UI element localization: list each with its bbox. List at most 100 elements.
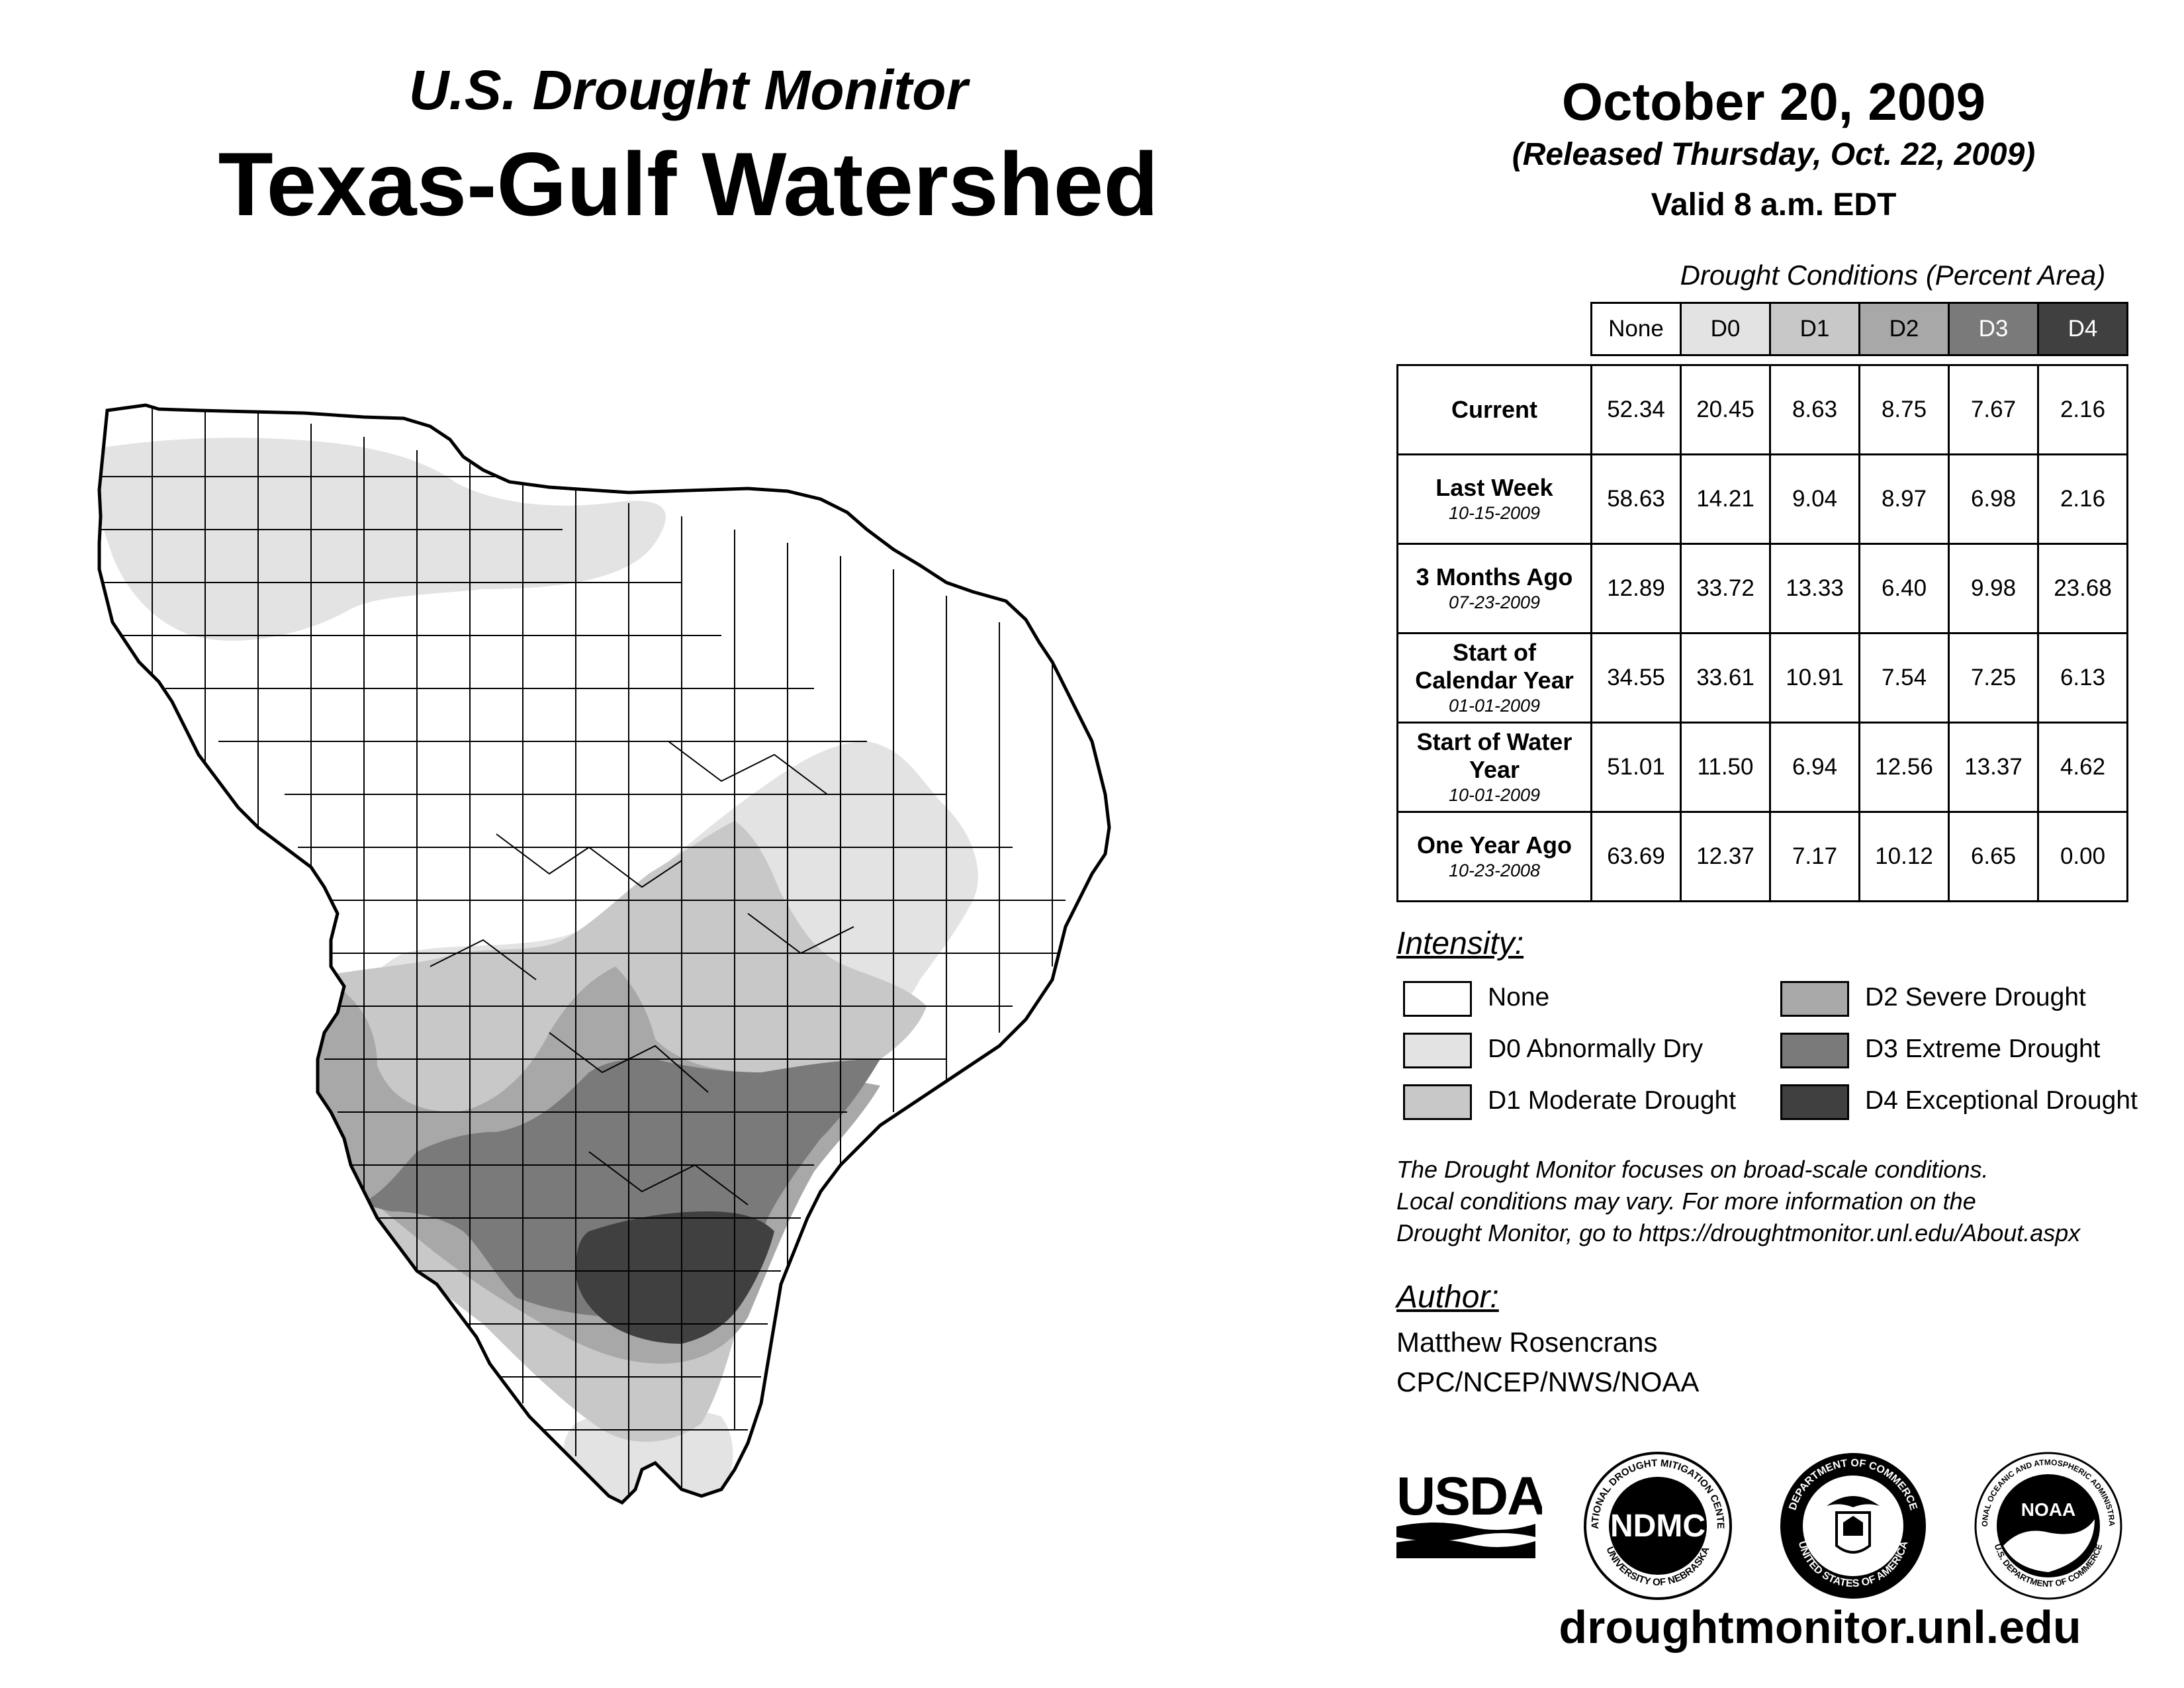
table-cell: 7.54 (1858, 632, 1950, 724)
table-row: 3 Months Ago 07-23-2009 12.89 33.72 13.33… (1396, 543, 2128, 634)
ship-icon (1843, 1516, 1863, 1536)
table-cell: 6.65 (1948, 811, 2039, 902)
table-header-row: None D0 D1 D2 D3 D4 (1398, 302, 2128, 356)
table-cell: 0.00 (2037, 811, 2128, 902)
map-title: Texas-Gulf Watershed (218, 134, 1159, 234)
row-date: 10-15-2009 (1448, 503, 1541, 523)
usda-stripe (1396, 1539, 1535, 1558)
row-date: 10-01-2009 (1448, 785, 1541, 805)
table-row: One Year Ago 10-23-2008 63.69 12.37 7.17 … (1396, 811, 2128, 902)
legend-label-d4: D4 Exceptional Drought (1865, 1086, 2138, 1115)
row-label-text: One Year Ago (1416, 831, 1572, 859)
table-cell: 13.33 (1769, 543, 1860, 634)
header-corner (1398, 303, 1592, 355)
table-caption: Drought Conditions (Percent Area) (1680, 259, 2106, 291)
legend-swatch-d1 (1403, 1084, 1472, 1120)
noaa-logo: NATIONAL OCEANIC AND ATMOSPHERIC ADMINIS… (1969, 1446, 2122, 1600)
table-cell: 8.63 (1769, 364, 1860, 455)
commerce-seal-logo: DEPARTMENT OF COMMERCE UNITED STATES OF … (1780, 1453, 1926, 1599)
table-cell: 13.37 (1948, 722, 2039, 813)
spacer-cell (1398, 355, 1592, 365)
table-cell: 9.04 (1769, 453, 1860, 545)
row-label: 3 Months Ago 07-23-2009 (1396, 543, 1592, 634)
author-title: Author: (1396, 1280, 1499, 1315)
table-cell: 6.98 (1948, 453, 2039, 545)
legend-swatch-none (1403, 981, 1472, 1017)
usda-logo: USDA (1396, 1466, 1542, 1558)
valid-time: Valid 8 a.m. EDT (1651, 187, 1897, 222)
d4-area (576, 1211, 774, 1344)
col-header-d2: D2 (1858, 302, 1950, 356)
table-row: Current 52.34 20.45 8.63 8.75 7.67 2.16 (1396, 364, 2128, 455)
col-header-d3: D3 (1948, 302, 2039, 356)
table-cell: 63.69 (1590, 811, 1682, 902)
table-cell: 58.63 (1590, 453, 1682, 545)
row-date: 01-01-2009 (1448, 696, 1541, 716)
table-cell: 10.91 (1769, 632, 1860, 724)
table-cell: 33.72 (1680, 543, 1771, 634)
table-cell: 10.12 (1858, 811, 1950, 902)
table-cell: 11.50 (1680, 722, 1771, 813)
author-name: Matthew Rosencrans (1396, 1327, 1658, 1358)
d0-area-northwest (99, 438, 666, 641)
table-cell: 6.40 (1858, 543, 1950, 634)
spacer-cell (1591, 354, 2128, 365)
table-cell: 2.16 (2037, 364, 2128, 455)
table-cell: 9.98 (1948, 543, 2039, 634)
legend-label-d3: D3 Extreme Drought (1865, 1035, 2101, 1063)
row-label-text: Current (1451, 396, 1537, 423)
ndmc-inner-disc (1609, 1477, 1707, 1575)
disclaimer-line: Drought Monitor, go to https://droughtmo… (1396, 1219, 2081, 1246)
table-row: Start of Water Year 10-01-2009 51.01 11.5… (1396, 722, 2128, 813)
legend-title: Intensity: (1396, 926, 1524, 961)
table-cell: 6.13 (2037, 632, 2128, 724)
table-cell: 33.61 (1680, 632, 1771, 724)
shield-icon (1835, 1511, 1871, 1554)
row-label-text: Start of Calendar Year (1415, 639, 1574, 694)
ndmc-logo-text: NDMC (1610, 1509, 1706, 1544)
table-row: Last Week 10-15-2009 58.63 14.21 9.04 8.9… (1396, 453, 2128, 545)
table-cell: 6.94 (1769, 722, 1860, 813)
county-boundaries (99, 405, 1092, 1496)
disclaimer-line: The Drought Monitor focuses on broad-sca… (1396, 1156, 1989, 1183)
table-cell: 8.97 (1858, 453, 1950, 545)
table-cell: 52.34 (1590, 364, 1682, 455)
legend-swatch-d4 (1780, 1084, 1849, 1120)
table-cell: 23.68 (2037, 543, 2128, 634)
website-url: droughtmonitor.unl.edu (1559, 1601, 2081, 1653)
col-header-none: None (1590, 302, 1682, 356)
row-label: One Year Ago 10-23-2008 (1396, 811, 1592, 902)
legend-swatch-d3 (1780, 1033, 1849, 1068)
watershed-map (86, 371, 1330, 1615)
release-date: (Released Thursday, Oct. 22, 2009) (1512, 137, 2036, 172)
row-label: Start of Calendar Year 01-01-2009 (1396, 632, 1592, 724)
table-cell: 7.25 (1948, 632, 2039, 724)
table-cell: 34.55 (1590, 632, 1682, 724)
ndmc-logo: NATIONAL DROUGHT MITIGATION CENTER UNIVE… (1578, 1446, 1732, 1600)
table-cell: 4.62 (2037, 722, 2128, 813)
table-cell: 8.75 (1858, 364, 1950, 455)
row-label: Current (1396, 364, 1592, 455)
usda-logo-text: USDA (1396, 1466, 1542, 1526)
d0-area-south (563, 1407, 733, 1503)
map-date: October 20, 2009 (1561, 72, 1986, 131)
legend-swatch-d0 (1403, 1033, 1472, 1068)
legend-label-d2: D2 Severe Drought (1865, 983, 2086, 1011)
usda-stripe (1396, 1523, 1535, 1541)
col-header-d4: D4 (2037, 302, 2128, 356)
map-subtitle: U.S. Drought Monitor (408, 59, 968, 121)
drought-statistics-table: None D0 D1 D2 D3 D4 Current 52.34 20.45 … (1396, 302, 2128, 902)
author-organization: CPC/NCEP/NWS/NOAA (1396, 1366, 1700, 1397)
legend-label-d1: D1 Moderate Drought (1488, 1086, 1737, 1115)
legend-label-none: None (1488, 983, 1550, 1011)
noaa-logo-text: NOAA (2021, 1499, 2075, 1520)
table-cell: 7.67 (1948, 364, 2039, 455)
row-date: 07-23-2009 (1448, 592, 1541, 612)
row-label-text: 3 Months Ago (1416, 563, 1573, 590)
table-cell: 14.21 (1680, 453, 1771, 545)
table-row: Start of Calendar Year 01-01-2009 34.55 3… (1396, 632, 2128, 724)
row-label-text: Start of Water Year (1416, 728, 1572, 783)
row-label-text: Last Week (1435, 474, 1553, 501)
noaa-bird-icon (2003, 1519, 2095, 1572)
table-cell: 12.89 (1590, 543, 1682, 634)
